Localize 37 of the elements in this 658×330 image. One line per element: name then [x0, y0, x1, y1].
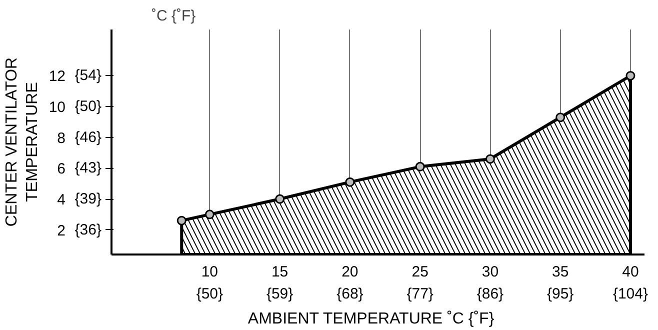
y-tick-label: 12 [48, 68, 66, 86]
y2-tick-label: {36} [74, 221, 102, 238]
y-tick-label: 8 [57, 130, 66, 147]
x2-tick-label: {86} [476, 286, 504, 302]
x-tick-label: 20 [342, 264, 358, 280]
x-tick-label: 40 [622, 264, 639, 280]
point [176, 216, 186, 226]
y2-tick-label: {43} [74, 160, 102, 177]
text: ˚C {˚F} [152, 8, 196, 24]
x2-tick-label: {50} [196, 286, 224, 302]
x2-tick-label: {77} [406, 286, 434, 302]
y2-tick-label: {39} [74, 190, 102, 208]
point [345, 177, 355, 187]
x-tick-label: 15 [271, 264, 288, 280]
point [275, 194, 285, 204]
x-tick-label: 10 [201, 264, 218, 280]
point [485, 154, 495, 164]
x2-tick-label: {59} [266, 286, 294, 302]
y2-tick-label: {46} [74, 128, 102, 146]
point [204, 210, 214, 220]
x-tick-label: 35 [552, 264, 569, 280]
point [626, 70, 636, 80]
x2-tick-label: {95} [546, 286, 574, 302]
y2-tick-label: {50} [74, 98, 102, 116]
x-tick-label: 25 [412, 264, 428, 280]
x-axis-title: AMBIENT TEMPERATURE ˚C {˚F} [248, 310, 495, 328]
y-tick-label: 2 [57, 222, 66, 240]
x2-tick-label: {104} [612, 286, 648, 302]
point [415, 162, 425, 172]
y2-tick-label: {54} [74, 67, 102, 84]
y-tick-label: 6 [57, 160, 66, 178]
point [556, 112, 566, 122]
y-axis-title: CENTER VENTILATOR TEMPERATURE [3, 57, 41, 227]
y-tick-label: 4 [57, 192, 66, 209]
x2-tick-label: {68} [336, 286, 364, 302]
x-tick-label: 30 [482, 264, 499, 280]
y-tick-label: 10 [48, 99, 66, 116]
